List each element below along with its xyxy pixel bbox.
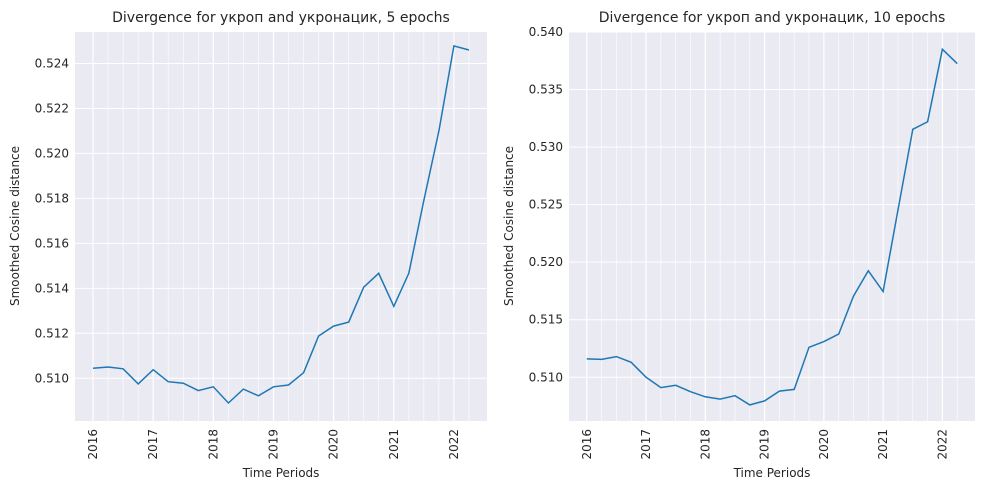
y-tick-label: 0.516 — [35, 236, 69, 250]
x-axis-label-right: Time Periods — [733, 466, 811, 480]
y-axis-label-right: Smoothed Cosine distance — [502, 146, 516, 306]
x-axis-label-left: Time Periods — [242, 466, 320, 480]
y-tick-label: 0.524 — [35, 56, 69, 70]
x-tick-label: 2017 — [146, 429, 160, 460]
x-ticks-left: 2016 2017 2018 2019 2020 2021 2022 — [86, 429, 461, 460]
x-tick-label: 2018 — [698, 429, 712, 460]
y-tick-label: 0.520 — [529, 255, 563, 269]
series-line-left — [92, 44, 470, 405]
gridlines-left — [75, 32, 487, 421]
plot-area-right — [569, 32, 975, 421]
y-tick-label: 0.510 — [35, 371, 69, 385]
y-tick-label: 0.522 — [35, 101, 69, 115]
chart-right: 0.510 0.515 0.520 0.525 0.530 0.535 0.540 2016… — [502, 10, 975, 480]
x-tick-label: 2016 — [86, 429, 100, 460]
y-tick-label: 0.520 — [35, 146, 69, 160]
x-tick-label: 2018 — [206, 429, 220, 460]
y-ticks-right: 0.510 0.515 0.520 0.525 0.530 0.535 0.540 — [529, 25, 563, 384]
y-tick-label: 0.512 — [35, 326, 69, 340]
y-tick-label: 0.515 — [529, 313, 563, 327]
y-axis-label-left: Smoothed Cosine distance — [8, 146, 22, 306]
x-tick-label: 2020 — [817, 429, 831, 460]
y-ticks-left: 0.510 0.512 0.514 0.516 0.518 0.520 0.522 0.524 — [35, 56, 69, 385]
chart-title-right: Divergence for укроп and укронацик, 10 e… — [599, 10, 946, 26]
x-tick-label: 2022 — [935, 429, 949, 460]
x-tick-label: 2016 — [580, 429, 594, 460]
x-tick-label: 2019 — [266, 429, 280, 460]
y-tick-label: 0.510 — [529, 370, 563, 384]
chart-left: 0.510 0.512 0.514 0.516 0.518 0.520 0.522 0.524… — [8, 10, 487, 480]
x-tick-label: 2022 — [447, 429, 461, 460]
y-tick-label: 0.514 — [35, 281, 69, 295]
plot-area-left — [75, 32, 487, 421]
x-ticks-right: 2016 2017 2018 2019 2020 2021 2022 — [580, 429, 950, 460]
x-tick-label: 2017 — [639, 429, 653, 460]
x-tick-label: 2021 — [387, 429, 401, 460]
x-tick-label: 2021 — [876, 429, 890, 460]
y-tick-label: 0.525 — [529, 198, 563, 212]
y-tick-label: 0.518 — [35, 191, 69, 205]
y-tick-label: 0.530 — [529, 140, 563, 154]
y-tick-label: 0.540 — [529, 25, 563, 39]
y-tick-label: 0.535 — [529, 83, 563, 97]
x-tick-label: 2020 — [327, 429, 341, 460]
chart-title-left: Divergence for укроп and укронацик, 5 ep… — [112, 10, 450, 26]
series-line-right — [586, 47, 958, 406]
x-tick-label: 2019 — [758, 429, 772, 460]
